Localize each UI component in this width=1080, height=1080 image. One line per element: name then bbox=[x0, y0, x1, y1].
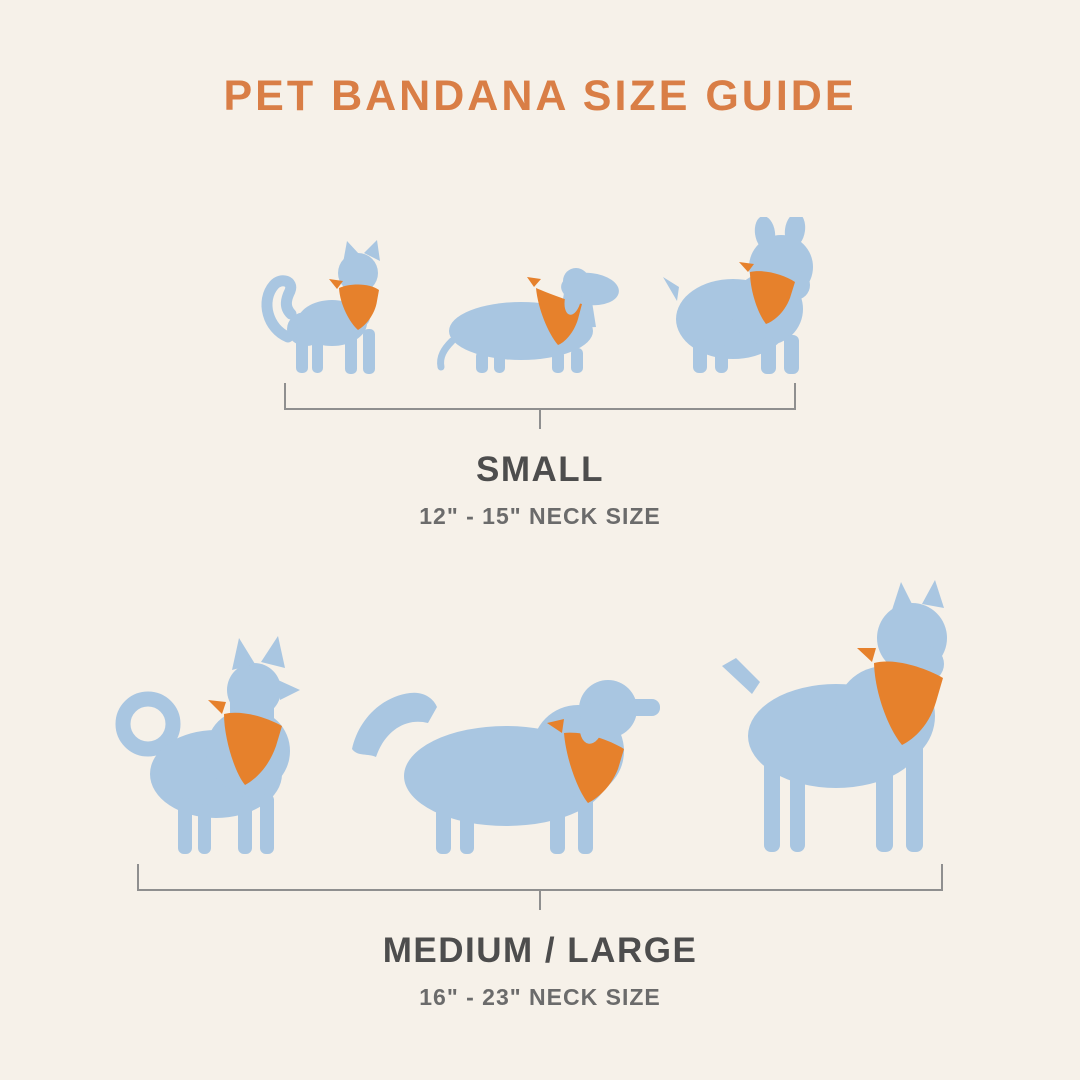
medium-large-neck-size: 16" - 23" NECK SIZE bbox=[419, 984, 661, 1010]
bandana-knot bbox=[328, 279, 343, 289]
bandana bbox=[564, 732, 624, 803]
medium-large-animal-row bbox=[0, 580, 1080, 856]
boxer-silhouette-icon bbox=[722, 580, 947, 852]
bandana bbox=[749, 271, 795, 324]
bandana-knot bbox=[857, 648, 876, 662]
bandana-knot bbox=[738, 262, 754, 272]
bandana-knot bbox=[208, 700, 226, 714]
section-medium-large: MEDIUM / LARGE 16" - 23" NECK SIZE bbox=[0, 580, 1080, 1011]
small-animal-row bbox=[0, 215, 1080, 375]
cat-silhouette-icon bbox=[260, 240, 380, 374]
bandana bbox=[338, 284, 379, 330]
bandana-knot bbox=[547, 719, 564, 733]
bandana bbox=[874, 661, 943, 745]
dachshund-silhouette-icon bbox=[436, 268, 619, 373]
medium-large-size-label: MEDIUM / LARGE bbox=[382, 931, 698, 970]
small-neck-size: 12" - 15" NECK SIZE bbox=[419, 503, 661, 529]
small-range-bracket bbox=[284, 383, 796, 429]
bandana-knot bbox=[526, 277, 541, 287]
small-size-label: SMALL bbox=[475, 450, 605, 489]
section-small: SMALL 12" - 15" NECK SIZE bbox=[0, 215, 1080, 530]
bandana bbox=[224, 712, 282, 785]
french-bulldog-silhouette-icon bbox=[662, 217, 813, 374]
shiba-inu-silhouette-icon bbox=[115, 636, 300, 854]
page-title: PET BANDANA SIZE GUIDE bbox=[223, 72, 857, 120]
medium-large-range-bracket bbox=[137, 864, 943, 910]
golden-retriever-silhouette-icon bbox=[352, 680, 660, 854]
